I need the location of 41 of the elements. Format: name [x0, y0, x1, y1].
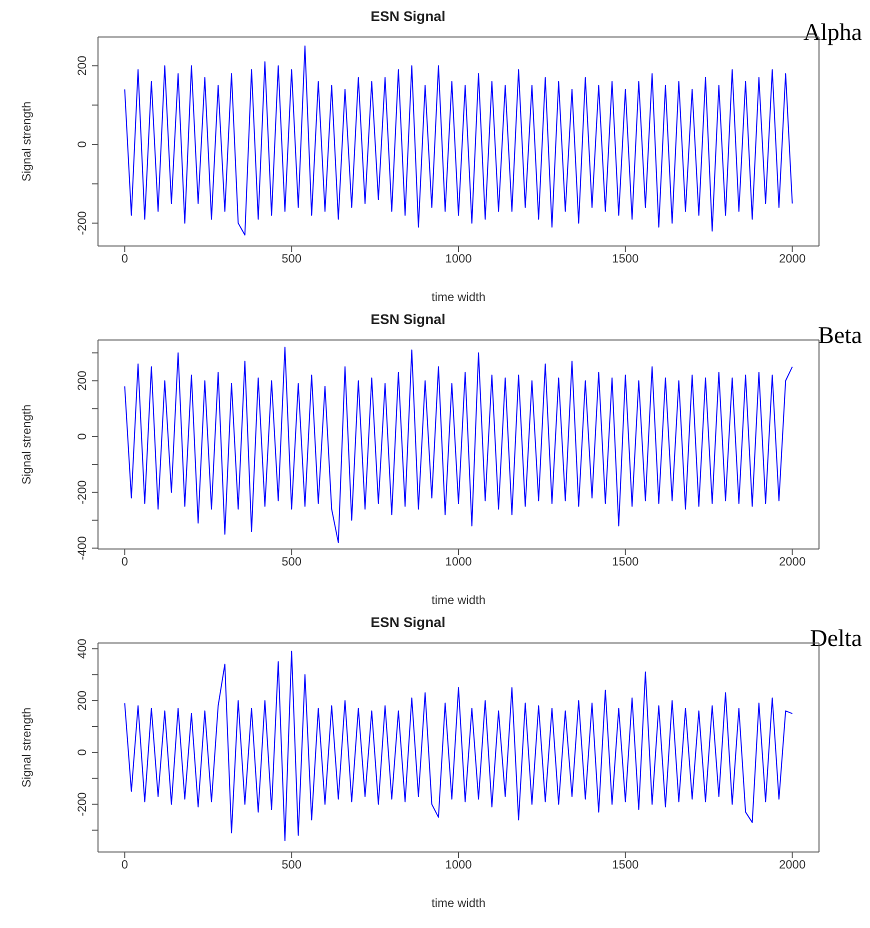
y-tick-label: 0 — [75, 140, 89, 148]
x-tick-label: 1500 — [612, 554, 640, 569]
y-tick-label: 0 — [75, 748, 89, 756]
x-tick-label: 2000 — [778, 252, 806, 266]
y-tick-label: -200 — [75, 210, 89, 236]
line-series — [124, 650, 793, 842]
x-axis-title: time width — [431, 593, 486, 607]
y-tick-label: -200 — [75, 792, 89, 816]
y-tick-label: 200 — [75, 690, 89, 711]
x-tick-label: 1500 — [612, 252, 640, 266]
x-axis-title: time width — [431, 290, 486, 304]
x-tick-label: 500 — [282, 858, 302, 872]
x-tick-label: 1000 — [445, 554, 472, 569]
chart-title: ESN Signal — [370, 311, 446, 329]
x-tick-label: 500 — [282, 252, 302, 266]
x-axis-title: time width — [431, 896, 486, 910]
x-tick-label: 1000 — [445, 252, 472, 266]
y-tick-label: -400 — [75, 536, 89, 560]
y-axis-title: Signal strength — [19, 404, 34, 485]
y-axis-title: Signal strength — [19, 101, 34, 182]
x-tick-label: 1000 — [445, 858, 472, 872]
line-series — [124, 46, 793, 236]
x-tick-label: 1500 — [612, 858, 640, 872]
y-tick-label: 200 — [75, 55, 89, 76]
chart-title: ESN Signal — [370, 8, 446, 24]
y-tick-label: 400 — [75, 638, 89, 659]
x-tick-label: 0 — [121, 252, 128, 266]
x-tick-label: 500 — [282, 554, 302, 569]
x-tick-label: 0 — [121, 554, 128, 569]
x-tick-label: 2000 — [778, 554, 806, 569]
y-tick-label: 0 — [75, 432, 89, 440]
chart-title: ESN Signal — [370, 614, 446, 632]
x-tick-label: 0 — [121, 858, 128, 872]
annotation: Beta — [818, 323, 862, 350]
y-tick-label: -200 — [75, 480, 89, 504]
annotation: Delta — [810, 626, 862, 653]
annotation: Alpha — [803, 20, 862, 47]
y-axis-title: Signal strength — [19, 707, 34, 788]
y-tick-label: 200 — [75, 370, 89, 391]
x-tick-label: 2000 — [778, 858, 806, 872]
line-series — [124, 346, 793, 544]
